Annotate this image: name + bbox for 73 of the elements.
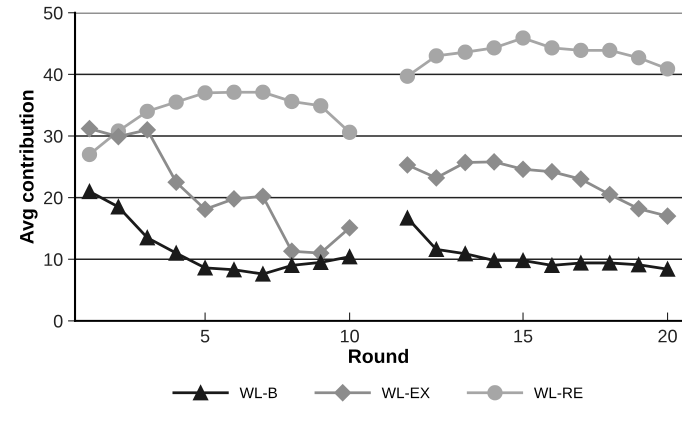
x-axis-title: Round <box>349 348 408 364</box>
point <box>573 42 588 58</box>
point <box>631 257 646 272</box>
point <box>140 104 155 119</box>
point <box>486 153 503 170</box>
legend-label: WL-RE <box>534 388 582 398</box>
point <box>196 200 214 218</box>
point <box>342 124 358 140</box>
point <box>514 160 532 178</box>
y-tick-label: 10 <box>44 253 63 266</box>
point <box>543 163 560 180</box>
point <box>631 50 646 66</box>
point <box>225 190 243 208</box>
point <box>400 68 416 84</box>
point <box>602 42 618 58</box>
point <box>660 61 676 76</box>
point <box>82 146 98 162</box>
x-tick-label: 20 <box>658 330 677 342</box>
point <box>197 260 213 276</box>
point <box>515 30 531 46</box>
point <box>630 200 648 218</box>
point <box>140 230 155 246</box>
point <box>400 210 416 226</box>
point <box>80 120 98 138</box>
y-tick-label: 50 <box>44 6 63 20</box>
y-tick-label: 40 <box>44 68 63 82</box>
legend-label: WL-EX <box>382 388 430 398</box>
point <box>168 245 184 261</box>
point <box>515 252 531 268</box>
point <box>428 242 444 258</box>
point <box>313 98 328 114</box>
point <box>168 174 185 191</box>
point <box>284 258 300 274</box>
point <box>110 199 126 215</box>
point <box>601 186 618 204</box>
point <box>544 258 560 274</box>
point <box>342 249 358 264</box>
point <box>572 170 590 188</box>
point <box>428 169 445 186</box>
point <box>602 255 618 271</box>
point <box>226 84 242 100</box>
point <box>341 219 358 236</box>
x-tick-label: 15 <box>514 330 532 342</box>
y-tick-label: 20 <box>44 192 63 204</box>
y-tick-label: 30 <box>44 130 63 143</box>
x-tick-label: 5 <box>200 330 210 342</box>
point <box>197 85 213 100</box>
point <box>313 254 328 270</box>
point <box>456 154 474 172</box>
point <box>254 188 272 205</box>
point <box>255 84 271 100</box>
y-tick-label: 0 <box>54 314 63 328</box>
point <box>428 48 444 64</box>
point <box>283 242 300 260</box>
point <box>82 184 98 200</box>
point <box>255 266 271 282</box>
point <box>226 262 242 278</box>
point <box>573 255 588 271</box>
point <box>486 40 502 56</box>
point <box>110 128 127 146</box>
legend-label: WL-B <box>240 388 277 398</box>
point <box>660 261 676 277</box>
point <box>458 246 473 262</box>
x-tick-label: 10 <box>340 330 359 342</box>
point <box>458 44 473 60</box>
point <box>138 121 156 138</box>
point <box>284 94 300 110</box>
point <box>544 40 560 56</box>
point <box>658 208 676 225</box>
point <box>486 252 502 268</box>
point <box>168 94 184 110</box>
y-axis-title: Avg contribution <box>19 90 38 244</box>
point <box>398 156 416 174</box>
